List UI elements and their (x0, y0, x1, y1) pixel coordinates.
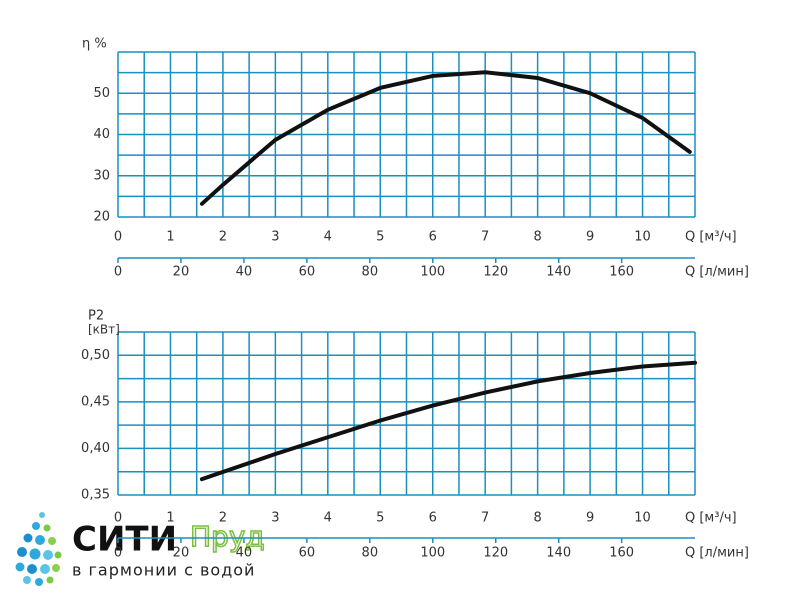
y-tick-label: 40 (93, 127, 110, 142)
y-axis-unit: [кВт] (88, 323, 120, 337)
x-tick-label: 5 (376, 511, 384, 526)
x2-tick-label: 20 (173, 546, 190, 561)
x-tick-label: 2 (219, 230, 227, 245)
logo-name: СИТИ (72, 520, 177, 560)
x-axis-label: Q [м³/ч] (685, 230, 737, 245)
y-tick-label: 0,45 (81, 394, 110, 409)
x2-tick-label: 100 (420, 546, 445, 561)
y-tick-label: 50 (93, 86, 110, 101)
x-tick-label: 1 (166, 511, 174, 526)
line-series (199, 70, 692, 206)
y-tick-label: 0,35 (81, 488, 110, 503)
x2-tick-label: 100 (420, 265, 445, 280)
x-tick-label: 0 (114, 511, 122, 526)
y-tick-label: 30 (93, 168, 110, 183)
x2-tick-label: 140 (546, 546, 571, 561)
y-axis-label: P2 (88, 309, 104, 324)
x2-tick-label: 160 (609, 546, 634, 561)
x-tick-label: 8 (533, 511, 541, 526)
logo-slogan: в гармонии с водой (72, 561, 255, 580)
y-tick-label: 0,40 (81, 441, 110, 456)
x-tick-label: 3 (271, 230, 279, 245)
logo-name-green: Пруд (190, 520, 265, 553)
y-tick-label: 20 (93, 210, 110, 225)
line-series (199, 360, 697, 482)
x-tick-label: 7 (481, 511, 489, 526)
x2-tick-label: 120 (483, 546, 508, 561)
x2-tick-label: 40 (236, 265, 253, 280)
x-tick-label: 9 (586, 230, 594, 245)
x2-axis-label: Q [л/мин] (685, 546, 749, 561)
y-tick-label: 0,50 (81, 348, 110, 363)
x-tick-label: 2 (219, 511, 227, 526)
x-tick-label: 7 (481, 230, 489, 245)
x2-tick-label: 160 (609, 265, 634, 280)
x-tick-label: 6 (429, 511, 437, 526)
x-tick-label: 10 (634, 230, 651, 245)
x2-tick-label: 20 (173, 265, 190, 280)
x2-tick-label: 80 (362, 546, 379, 561)
x-tick-label: 4 (324, 511, 332, 526)
x2-tick-label: 60 (299, 546, 316, 561)
logo-icon (15, 512, 62, 586)
x2-tick-label: 60 (299, 265, 316, 280)
x-tick-label: 8 (533, 230, 541, 245)
y-axis-label: η % (82, 37, 107, 52)
x-tick-label: 3 (271, 511, 279, 526)
x2-tick-label: 80 (362, 265, 379, 280)
x2-tick-label: 120 (483, 265, 508, 280)
x-tick-label: 1 (166, 230, 174, 245)
x2-tick-label: 0 (114, 265, 122, 280)
x-tick-label: 6 (429, 230, 437, 245)
x-tick-label: 4 (324, 230, 332, 245)
x2-axis-label: Q [л/мин] (685, 265, 749, 280)
x2-tick-label: 40 (236, 546, 253, 561)
x-tick-label: 0 (114, 230, 122, 245)
x-axis-label: Q [м³/ч] (685, 511, 737, 526)
x-tick-label: 9 (586, 511, 594, 526)
x2-tick-label: 0 (114, 546, 122, 561)
x-tick-label: 10 (634, 511, 651, 526)
x-tick-label: 5 (376, 230, 384, 245)
x2-tick-label: 140 (546, 265, 571, 280)
